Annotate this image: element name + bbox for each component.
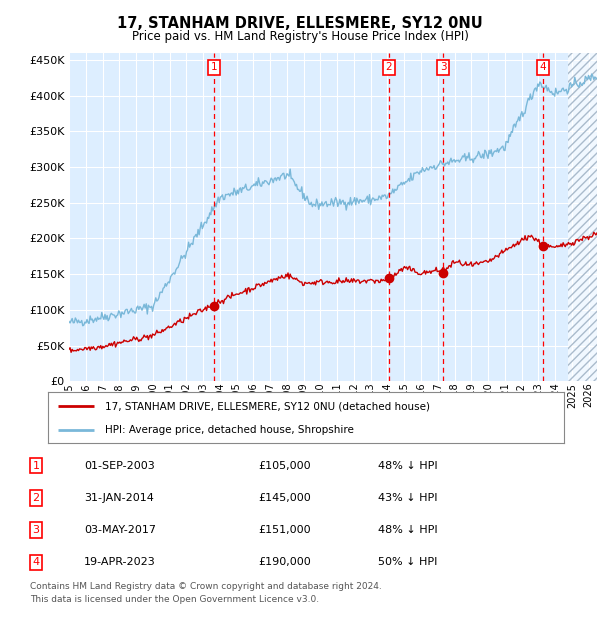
Text: £145,000: £145,000 bbox=[258, 493, 311, 503]
Text: 1: 1 bbox=[32, 461, 40, 471]
Text: 31-JAN-2014: 31-JAN-2014 bbox=[84, 493, 154, 503]
Text: 3: 3 bbox=[440, 63, 446, 73]
Text: 48% ↓ HPI: 48% ↓ HPI bbox=[378, 461, 437, 471]
Text: 3: 3 bbox=[32, 525, 40, 535]
Text: 2: 2 bbox=[32, 493, 40, 503]
Text: 2: 2 bbox=[386, 63, 392, 73]
Text: Price paid vs. HM Land Registry's House Price Index (HPI): Price paid vs. HM Land Registry's House … bbox=[131, 30, 469, 43]
Text: 1: 1 bbox=[211, 63, 218, 73]
Bar bbox=[568, 53, 597, 381]
Text: 19-APR-2023: 19-APR-2023 bbox=[84, 557, 156, 567]
Text: £151,000: £151,000 bbox=[258, 525, 311, 535]
Text: £105,000: £105,000 bbox=[258, 461, 311, 471]
Text: 03-MAY-2017: 03-MAY-2017 bbox=[84, 525, 156, 535]
Text: This data is licensed under the Open Government Licence v3.0.: This data is licensed under the Open Gov… bbox=[30, 595, 319, 604]
Text: 4: 4 bbox=[540, 63, 547, 73]
Text: 43% ↓ HPI: 43% ↓ HPI bbox=[378, 493, 437, 503]
Text: 48% ↓ HPI: 48% ↓ HPI bbox=[378, 525, 437, 535]
Text: 17, STANHAM DRIVE, ELLESMERE, SY12 0NU: 17, STANHAM DRIVE, ELLESMERE, SY12 0NU bbox=[117, 16, 483, 31]
Text: HPI: Average price, detached house, Shropshire: HPI: Average price, detached house, Shro… bbox=[105, 425, 353, 435]
Text: 4: 4 bbox=[32, 557, 40, 567]
Text: Contains HM Land Registry data © Crown copyright and database right 2024.: Contains HM Land Registry data © Crown c… bbox=[30, 582, 382, 591]
Text: £190,000: £190,000 bbox=[258, 557, 311, 567]
Text: 50% ↓ HPI: 50% ↓ HPI bbox=[378, 557, 437, 567]
Text: 01-SEP-2003: 01-SEP-2003 bbox=[84, 461, 155, 471]
Bar bbox=[568, 53, 597, 381]
Text: 17, STANHAM DRIVE, ELLESMERE, SY12 0NU (detached house): 17, STANHAM DRIVE, ELLESMERE, SY12 0NU (… bbox=[105, 401, 430, 411]
